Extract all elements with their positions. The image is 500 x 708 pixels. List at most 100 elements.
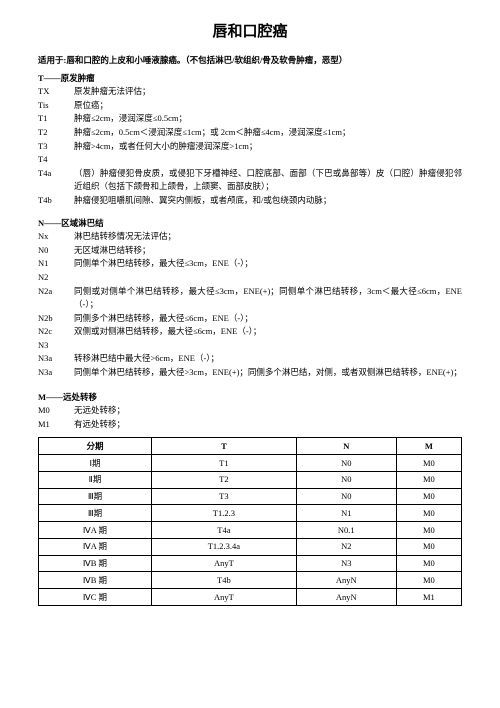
t-row: Tis原位癌；	[38, 99, 462, 113]
table-cell: N0	[296, 488, 396, 505]
table-header-cell: M	[396, 438, 461, 455]
n-desc: 同侧单个淋巴结转移，最大径≤3cm，ENE（-）；	[74, 257, 462, 271]
n-desc: 双侧或对侧淋巴结转移，最大径≤6cm，ENE（-）；	[74, 325, 462, 339]
table-row: ⅣA 期T1.2.3.4aN2M0	[39, 538, 462, 555]
table-header-cell: 分期	[39, 438, 152, 455]
t-code: T2	[38, 126, 74, 140]
table-cell: N1	[296, 505, 396, 522]
n-row: N2c双侧或对侧淋巴结转移，最大径≤6cm，ENE（-）；	[38, 325, 462, 339]
t-desc: 原发肿瘤无法评估；	[74, 85, 462, 99]
t-code: T3	[38, 140, 74, 154]
n-desc: 转移淋巴结中最大径>6cm，ENE（-）；	[74, 352, 462, 366]
t-code: Tis	[38, 99, 74, 113]
n-row: N3a转移淋巴结中最大径>6cm，ENE（-）；	[38, 352, 462, 366]
n-row: N1同侧单个淋巴结转移，最大径≤3cm，ENE（-）；	[38, 257, 462, 271]
m-code: M1	[38, 418, 74, 432]
n-row: N2	[38, 271, 462, 285]
n-code: N2c	[38, 325, 74, 339]
table-cell: Ⅰ期	[39, 455, 152, 472]
t-section-rows: TX原发肿瘤无法评估；Tis原位癌；T1肿瘤≤2cm，浸润深度≤0.5cm；T2…	[38, 85, 462, 207]
m-desc: 无远处转移；	[74, 404, 462, 418]
table-cell: AnyT	[152, 589, 297, 606]
m-row: M0无远处转移；	[38, 404, 462, 418]
t-desc: 肿瘤侵犯咀嚼肌间隙、翼突内侧板，或者颅底，和/或包绕颈内动脉；	[74, 194, 462, 208]
t-desc: 肿瘤≤2cm，浸润深度≤0.5cm；	[74, 112, 462, 126]
table-cell: AnyN	[296, 572, 396, 589]
table-cell: ⅣB 期	[39, 572, 152, 589]
table-cell: M0	[396, 471, 461, 488]
n-code: N2a	[38, 285, 74, 299]
t-row: T4b肿瘤侵犯咀嚼肌间隙、翼突内侧板，或者颅底，和/或包绕颈内动脉；	[38, 194, 462, 208]
table-row: Ⅲ期T1.2.3N1M0	[39, 505, 462, 522]
t-row: T4a（唇）肿瘤侵犯骨皮质，或侵犯下牙槽神经、口腔底部、面部（下巴或鼻部等）皮（…	[38, 167, 462, 194]
table-cell: ⅣC 期	[39, 589, 152, 606]
table-cell: ⅣB 期	[39, 555, 152, 572]
table-row: ⅣA 期T4aN0.1M0	[39, 522, 462, 539]
table-row: ⅣB 期AnyTN3M0	[39, 555, 462, 572]
n-code: N2b	[38, 312, 74, 326]
table-cell: M0	[396, 505, 461, 522]
table-row: Ⅲ期T3N0M0	[39, 488, 462, 505]
n-section-heading: N——区域淋巴结	[38, 217, 462, 231]
table-cell: M0	[396, 555, 461, 572]
n-desc: 同侧或对侧单个淋巴结转移，最大径≤3cm，ENE(+)；同侧单个淋巴结转移，3c…	[74, 285, 462, 312]
t-code: T4a	[38, 167, 74, 181]
table-cell: N2	[296, 538, 396, 555]
m-row: M1有远处转移；	[38, 418, 462, 432]
page-title: 唇和口腔癌	[38, 20, 462, 44]
t-code: T1	[38, 112, 74, 126]
n-code: N1	[38, 257, 74, 271]
table-cell: Ⅱ期	[39, 471, 152, 488]
t-desc: 原位癌；	[74, 99, 462, 113]
n-desc: 同侧多个淋巴结转移，最大径≤6cm，ENE（-）；	[74, 312, 462, 326]
n-row: N3	[38, 339, 462, 353]
n-section-rows: Nx淋巴结转移情况无法评估；N0无区域淋巴结转移；N1同侧单个淋巴结转移，最大径…	[38, 230, 462, 380]
table-cell: M0	[396, 455, 461, 472]
t-desc: 肿瘤>4cm，或者任何大小的肿瘤浸润深度>1cm；	[74, 140, 462, 154]
table-cell: ⅣA 期	[39, 538, 152, 555]
table-cell: N3	[296, 555, 396, 572]
n-row: N2b同侧多个淋巴结转移，最大径≤6cm，ENE（-）；	[38, 312, 462, 326]
n-desc: 同侧单个淋巴结转移，最大径>3cm，ENE(+)；同侧多个淋巴结，对侧，或者双侧…	[74, 366, 462, 380]
table-cell: N0.1	[296, 522, 396, 539]
t-code: TX	[38, 85, 74, 99]
table-cell: M0	[396, 572, 461, 589]
t-row: T3肿瘤>4cm，或者任何大小的肿瘤浸润深度>1cm；	[38, 140, 462, 154]
table-cell: M0	[396, 488, 461, 505]
n-desc: 淋巴结转移情况无法评估；	[74, 230, 462, 244]
t-row: T2肿瘤≤2cm，0.5cm＜浸润深度≤1cm；或 2cm＜肿瘤≤4cm，浸润深…	[38, 126, 462, 140]
n-row: N0无区域淋巴结转移；	[38, 244, 462, 258]
n-code: N2	[38, 271, 74, 285]
t-desc: 肿瘤≤2cm，0.5cm＜浸润深度≤1cm；或 2cm＜肿瘤≤4cm，浸润深度≤…	[74, 126, 462, 140]
table-cell: ⅣA 期	[39, 522, 152, 539]
m-desc: 有远处转移；	[74, 418, 462, 432]
m-section-rows: M0无远处转移；M1有远处转移；	[38, 404, 462, 431]
table-cell: N0	[296, 455, 396, 472]
t-desc: （唇）肿瘤侵犯骨皮质，或侵犯下牙槽神经、口腔底部、面部（下巴或鼻部等）皮（口腔）…	[74, 167, 462, 194]
n-code: Nx	[38, 230, 74, 244]
table-cell: T3	[152, 488, 297, 505]
m-section-heading: M——远处转移	[38, 391, 462, 405]
table-header-cell: N	[296, 438, 396, 455]
table-cell: T2	[152, 471, 297, 488]
table-row: ⅣC 期AnyTAnyNM1	[39, 589, 462, 606]
n-row: Nx淋巴结转移情况无法评估；	[38, 230, 462, 244]
table-header-cell: T	[152, 438, 297, 455]
n-code: N3	[38, 339, 74, 353]
page-subtitle: 适用于:唇和口腔的上皮和小唾液腺癌。（不包括淋巴/软组织/骨及软骨肿瘤，恶型）	[38, 54, 462, 68]
n-code: N3a	[38, 352, 74, 366]
t-row: T1肿瘤≤2cm，浸润深度≤0.5cm；	[38, 112, 462, 126]
t-section-heading: T——原发肿瘤	[38, 72, 462, 86]
t-code: T4	[38, 153, 74, 167]
table-cell: Ⅲ期	[39, 488, 152, 505]
table-cell: M0	[396, 538, 461, 555]
table-cell: T4a	[152, 522, 297, 539]
n-row: N2a同侧或对侧单个淋巴结转移，最大径≤3cm，ENE(+)；同侧单个淋巴结转移…	[38, 285, 462, 312]
table-row: ⅣB 期T4bAnyNM0	[39, 572, 462, 589]
n-desc: 无区域淋巴结转移；	[74, 244, 462, 258]
n-code: N3a	[38, 366, 74, 380]
table-cell: AnyN	[296, 589, 396, 606]
table-cell: T1.2.3.4a	[152, 538, 297, 555]
t-row: TX原发肿瘤无法评估；	[38, 85, 462, 99]
table-cell: N0	[296, 471, 396, 488]
